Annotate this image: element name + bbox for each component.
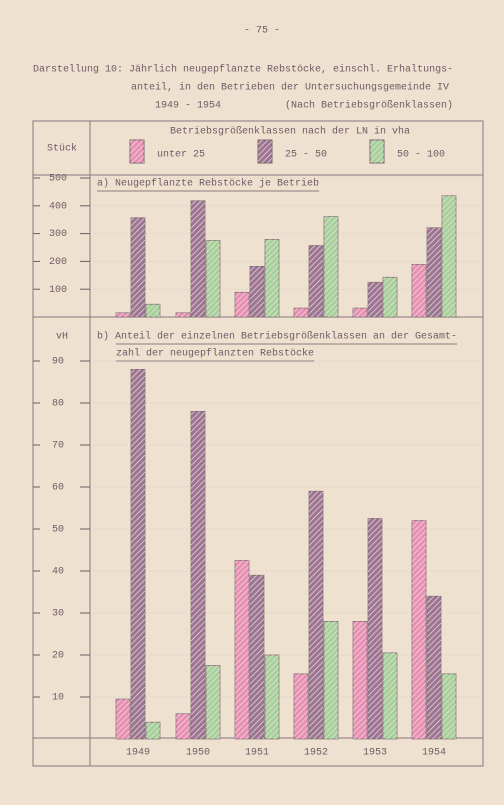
bar-hatch [427, 227, 441, 317]
chart-title: zahl der neugepflanzten Rebstöcke [116, 348, 314, 360]
x-tick-label: 1949 [126, 748, 150, 759]
bar-hatch [383, 652, 397, 739]
caption-line: anteil, in den Betrieben der Untersuchun… [131, 82, 449, 94]
bar-hatch [309, 245, 323, 317]
bar-hatch [294, 673, 308, 739]
bar-hatch [368, 518, 382, 739]
caption-period: 1949 - 1954 [155, 101, 221, 112]
bar-hatch [131, 217, 145, 317]
bar-hatch [131, 369, 145, 739]
legend-label: 50 - 100 [397, 150, 445, 161]
chart-title: a) Neugepflanzte Rebstöcke je Betrieb [97, 178, 319, 190]
bar-hatch [250, 266, 264, 317]
legend-hatch [258, 140, 272, 163]
bar-hatch [324, 621, 338, 739]
x-tick-label: 1953 [363, 748, 387, 759]
caption-note: (Nach Betriebsgrößenklassen) [285, 100, 453, 112]
y-axis-label: vH [56, 332, 68, 343]
x-tick-label: 1951 [245, 748, 269, 759]
y-tick-label: 70 [52, 441, 64, 452]
bar-hatch [368, 282, 382, 317]
x-tick-label: 1952 [304, 748, 328, 759]
bar-hatch [250, 575, 264, 739]
x-tick-label: 1950 [186, 748, 210, 759]
y-tick-label: 20 [52, 651, 64, 662]
y-tick-label: 100 [49, 285, 67, 296]
bar-hatch [206, 240, 220, 317]
bar-hatch [235, 560, 249, 739]
bar-hatch [353, 308, 367, 317]
y-tick-label: 400 [49, 201, 67, 212]
bar-hatch [265, 239, 279, 317]
bar-hatch [294, 308, 308, 317]
y-tick-label: 80 [52, 399, 64, 410]
bar-hatch [146, 304, 160, 317]
bar-hatch [427, 596, 441, 739]
bar-hatch [324, 216, 338, 317]
y-tick-label: 90 [52, 357, 64, 368]
bar-hatch [116, 699, 130, 739]
chart-title: b) Anteil der einzelnen Betriebsgrößenkl… [97, 331, 457, 343]
legend-hatch [370, 140, 384, 163]
bar-hatch [353, 621, 367, 739]
legend-label: 25 - 50 [285, 150, 327, 161]
bar-hatch [191, 200, 205, 317]
y-tick-label: 10 [52, 693, 64, 704]
frame [32, 120, 484, 767]
y-tick-label: 50 [52, 525, 64, 536]
bar-hatch [309, 491, 323, 739]
bar-hatch [176, 713, 190, 739]
bar-hatch [191, 411, 205, 739]
caption-line: Darstellung 10: Jährlich neugepflanzte R… [33, 64, 453, 76]
bar-hatch [146, 722, 160, 739]
bar-hatch [206, 665, 220, 739]
bar-hatch [412, 264, 426, 317]
bar-hatch [412, 520, 426, 739]
y-tick-label: 500 [49, 174, 67, 185]
bar-hatch [383, 277, 397, 317]
legend-label: unter 25 [157, 150, 205, 161]
y-tick-label: 60 [52, 483, 64, 494]
bar-hatch [176, 312, 190, 317]
y-tick-label: 30 [52, 609, 64, 620]
y-tick-label: 40 [52, 567, 64, 578]
y-tick-label: 300 [49, 229, 67, 240]
x-tick-label: 1954 [422, 748, 446, 759]
legend-title: Betriebsgrößenklassen nach der LN in vha [170, 126, 410, 138]
page-number: - 75 - [244, 26, 280, 37]
legend-hatch [130, 140, 144, 163]
bar-hatch [116, 312, 130, 317]
y-tick-label: 200 [49, 257, 67, 268]
bar-hatch [265, 655, 279, 739]
bar-hatch [442, 195, 456, 317]
bar-hatch [235, 292, 249, 317]
bar-hatch [442, 673, 456, 739]
y-axis-label: Stück [47, 143, 77, 155]
